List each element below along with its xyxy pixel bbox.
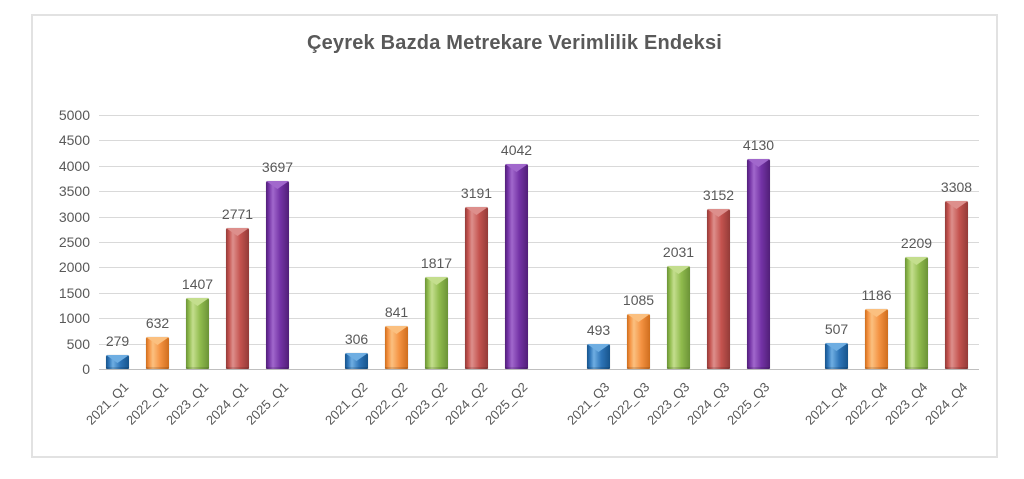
x-tick-label-2022_Q4: 2022_Q4	[841, 379, 891, 428]
y-gridline	[99, 191, 979, 193]
x-tick-label-2024_Q1: 2024_Q1	[202, 379, 252, 428]
bar-2023_Q4	[905, 257, 928, 369]
x-tick-label-2025_Q2: 2025_Q2	[481, 379, 531, 428]
bar-2022_Q3	[627, 314, 650, 369]
bar-2024_Q2	[465, 207, 488, 369]
data-label-2022_Q3: 1085	[622, 292, 655, 308]
y-tick-label: 5000	[58, 107, 90, 123]
bar-2021_Q1	[106, 355, 129, 369]
x-tick-label-2021_Q1: 2021_Q1	[82, 379, 132, 428]
data-label-2021_Q2: 306	[344, 331, 369, 347]
data-label-2024_Q2: 3191	[460, 185, 493, 201]
data-label-2022_Q1: 632	[145, 315, 170, 331]
x-tick-label-2025_Q3: 2025_Q3	[723, 379, 773, 428]
bar-2023_Q2	[425, 277, 448, 369]
x-tick-label-2022_Q3: 2022_Q3	[603, 379, 653, 428]
y-gridline	[99, 242, 979, 243]
bar-2025_Q3	[747, 159, 770, 369]
bar-2022_Q4	[865, 309, 888, 369]
data-label-2023_Q3: 2031	[662, 244, 695, 260]
chart-frame: Çeyrek Bazda Metrekare Verimlilik Endeks…	[31, 14, 998, 458]
y-tick-label: 500	[66, 335, 90, 352]
x-tick-label-2022_Q1: 2022_Q1	[122, 379, 172, 428]
data-label-2024_Q1: 2771	[221, 206, 254, 222]
data-label-2025_Q3: 4130	[742, 137, 775, 153]
y-tick-label: 2500	[58, 234, 90, 250]
x-axis-line	[99, 369, 979, 370]
x-tick-label-2024_Q3: 2024_Q3	[683, 379, 733, 428]
bar-2022_Q2	[385, 326, 408, 369]
x-tick-label-2023_Q2: 2023_Q2	[401, 379, 451, 428]
bar-2021_Q3	[587, 344, 610, 369]
y-tick-label: 3000	[58, 208, 90, 225]
data-label-2022_Q2: 841	[384, 304, 409, 320]
data-label-2021_Q3: 493	[586, 322, 611, 338]
y-gridline	[99, 165, 979, 167]
data-label-2023_Q1: 1407	[181, 276, 214, 292]
y-tick-label: 4500	[58, 132, 90, 149]
x-tick-label-2024_Q2: 2024_Q2	[441, 379, 491, 428]
bar-2021_Q4	[825, 343, 848, 369]
chart-title: Çeyrek Bazda Metrekare Verimlilik Endeks…	[306, 32, 723, 54]
data-label-2025_Q2: 4042	[500, 142, 533, 158]
x-tick-label-2021_Q4: 2021_Q4	[801, 379, 851, 428]
bar-2024_Q4	[945, 201, 968, 369]
bar-2024_Q1	[226, 228, 249, 369]
data-label-2021_Q4: 507	[824, 321, 849, 337]
y-gridline	[99, 343, 979, 345]
bar-2025_Q1	[266, 181, 289, 369]
x-tick-label-2025_Q1: 2025_Q1	[242, 379, 292, 428]
x-tick-label-2023_Q3: 2023_Q3	[643, 379, 693, 428]
data-label-2025_Q1: 3697	[261, 159, 294, 175]
data-label-2023_Q2: 1817	[420, 255, 453, 271]
x-tick-label-2022_Q2: 2022_Q2	[361, 379, 411, 428]
y-gridline	[99, 292, 979, 294]
y-gridline	[99, 216, 979, 218]
y-tick-label: 2000	[58, 259, 90, 276]
x-tick-label-2021_Q3: 2021_Q3	[563, 379, 613, 428]
y-gridline	[99, 318, 979, 320]
y-tick-label: 0	[82, 361, 90, 377]
data-label-2023_Q4: 2209	[900, 235, 933, 251]
x-tick-label-2023_Q4: 2023_Q4	[881, 379, 931, 428]
y-gridline	[99, 140, 979, 142]
bar-2023_Q3	[667, 266, 690, 369]
x-tick-label-2024_Q4: 2024_Q4	[921, 379, 971, 428]
x-tick-label-2023_Q1: 2023_Q1	[162, 379, 212, 428]
bar-2021_Q2	[345, 353, 368, 369]
bar-2024_Q3	[707, 209, 730, 369]
x-tick-label-2021_Q2: 2021_Q2	[321, 379, 371, 428]
y-tick-label: 4000	[58, 157, 90, 174]
bar-2022_Q1	[146, 337, 169, 369]
y-tick-label: 1000	[58, 310, 90, 327]
y-tick-label: 3500	[58, 183, 90, 200]
data-label-2021_Q1: 279	[105, 333, 130, 349]
data-label-2022_Q4: 1186	[861, 287, 892, 303]
y-gridline	[99, 267, 979, 269]
bar-2025_Q2	[505, 164, 528, 369]
y-gridline	[99, 115, 979, 116]
data-label-2024_Q4: 3308	[940, 179, 973, 195]
bar-2023_Q1	[186, 298, 209, 369]
data-label-2024_Q3: 3152	[702, 187, 735, 203]
y-tick-label: 1500	[58, 284, 90, 301]
